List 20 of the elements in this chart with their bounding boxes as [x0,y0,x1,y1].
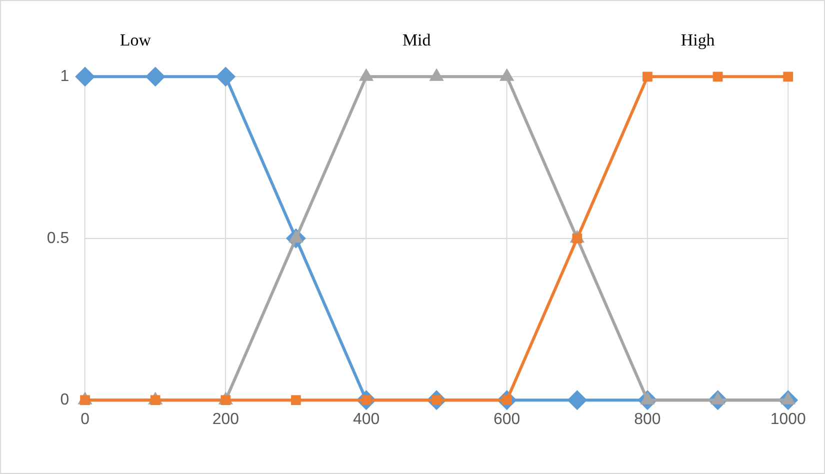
point [783,72,794,82]
point [75,66,96,87]
y-tick-label: 0 [60,392,70,408]
point [712,72,723,82]
series-label: Low [120,30,152,50]
point [567,390,588,410]
x-tick-label: 400 [352,411,380,428]
y-tick-label: 0.5 [46,230,70,247]
x-tick-label: 600 [494,411,520,428]
series-label: High [680,30,716,50]
series-label: Mid [402,30,432,50]
point [216,66,236,87]
x-tick-label: 1000 [770,411,806,428]
point [145,66,166,87]
y-tick-label: 1 [60,68,70,86]
point [642,72,652,82]
x-tick-label: 800 [634,411,661,428]
x-tick-label: 200 [212,411,240,428]
x-tick-label: 0 [80,411,90,428]
point [291,395,301,406]
